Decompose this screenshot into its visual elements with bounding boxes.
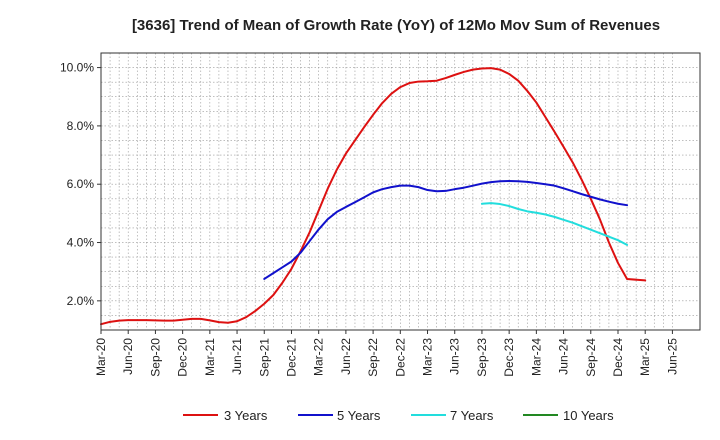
legend: 3 Years 5 Years 7 Years 10 Years bbox=[183, 408, 614, 423]
x-tick-label: Mar-20 bbox=[94, 338, 108, 376]
y-axis: 2.0% 4.0% 6.0% 8.0% 10.0% bbox=[60, 61, 101, 308]
series-layer bbox=[100, 67, 647, 326]
x-tick-label: Sep-23 bbox=[475, 338, 489, 377]
x-tick-label: Mar-24 bbox=[529, 338, 543, 376]
x-tick-label: Jun-24 bbox=[557, 338, 571, 375]
x-axis: Mar-20 Jun-20 Sep-20 Dec-20 Mar-21 Jun-21 Sep-… bbox=[94, 330, 679, 377]
x-tick-label: Jun-20 bbox=[121, 338, 135, 375]
y-tick-label: 4.0% bbox=[67, 236, 95, 250]
legend-item-3-years: 3 Years bbox=[183, 408, 268, 423]
series-line-5-years bbox=[263, 180, 629, 280]
x-tick-label: Mar-23 bbox=[421, 338, 435, 376]
x-tick-label: Sep-20 bbox=[148, 338, 162, 377]
x-tick-label: Jun-22 bbox=[339, 338, 353, 375]
y-tick-label: 8.0% bbox=[67, 119, 95, 133]
legend-label-7-years: 7 Years bbox=[450, 408, 494, 423]
grid bbox=[100, 52, 700, 330]
series-line-3-years bbox=[100, 67, 647, 326]
x-tick-label: Mar-22 bbox=[312, 338, 326, 376]
x-tick-label: Mar-25 bbox=[638, 338, 652, 376]
x-tick-label: Jun-25 bbox=[665, 338, 679, 375]
x-tick-label: Mar-21 bbox=[203, 338, 217, 376]
series-line-7-years bbox=[480, 202, 629, 246]
x-tick-label: Jun-23 bbox=[448, 338, 462, 375]
x-tick-label: Dec-21 bbox=[284, 338, 298, 377]
x-tick-label: Jun-21 bbox=[230, 338, 244, 375]
legend-label-5-years: 5 Years bbox=[337, 408, 381, 423]
legend-item-7-years: 7 Years bbox=[411, 408, 494, 423]
y-tick-label: 10.0% bbox=[60, 61, 94, 75]
y-tick-label: 2.0% bbox=[67, 294, 95, 308]
x-tick-label: Sep-22 bbox=[366, 338, 380, 377]
y-tick-label: 6.0% bbox=[67, 177, 95, 191]
legend-item-10-years: 10 Years bbox=[523, 408, 614, 423]
legend-label-10-years: 10 Years bbox=[563, 408, 614, 423]
legend-item-5-years: 5 Years bbox=[298, 408, 381, 423]
x-tick-label: Dec-20 bbox=[176, 338, 190, 377]
x-tick-label: Sep-24 bbox=[584, 338, 598, 377]
x-tick-label: Dec-23 bbox=[502, 338, 516, 377]
chart-title: [3636] Trend of Mean of Growth Rate (YoY… bbox=[132, 17, 660, 34]
x-tick-label: Dec-24 bbox=[611, 338, 625, 377]
x-tick-label: Sep-21 bbox=[257, 338, 271, 377]
legend-label-3-years: 3 Years bbox=[224, 408, 268, 423]
x-tick-label: Dec-22 bbox=[393, 338, 407, 377]
